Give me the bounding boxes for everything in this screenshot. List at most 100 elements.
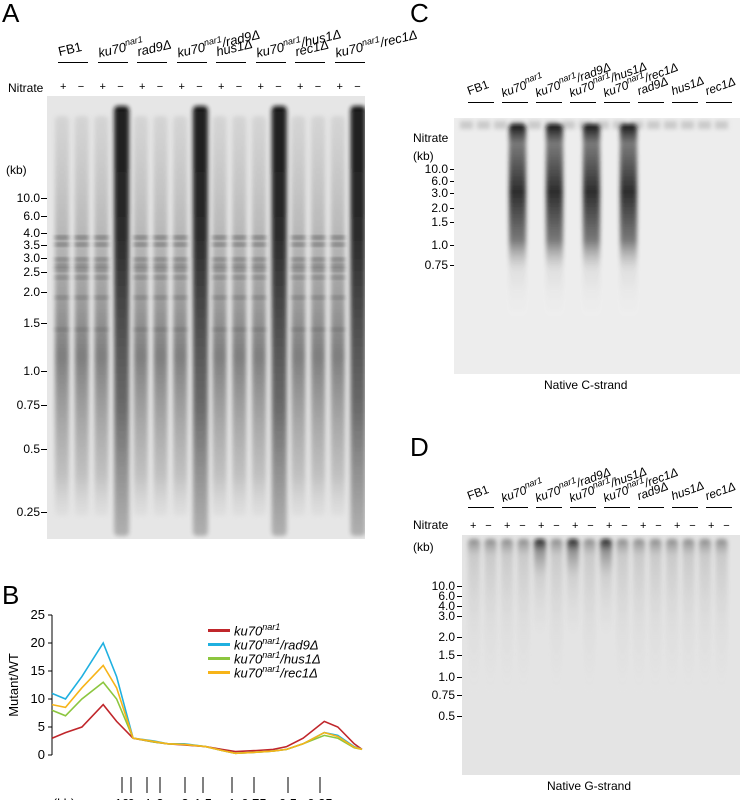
gel-well <box>715 121 728 129</box>
nitrate-plus: + <box>674 520 681 532</box>
y-tick-label: 0 <box>38 747 45 762</box>
gel-band <box>133 276 148 279</box>
size-marker-tick <box>41 245 47 246</box>
nitrate-plus: + <box>218 81 225 93</box>
size-marker-tick <box>457 637 462 638</box>
gel-lane <box>633 539 645 705</box>
nitrate-minus: − <box>723 520 730 532</box>
nitrate-minus: − <box>354 81 361 93</box>
gel-lane <box>600 539 612 645</box>
size-marker-label: 1.0 <box>431 238 448 252</box>
gel-band <box>153 264 168 267</box>
gel-band <box>55 264 69 267</box>
size-marker-tick <box>457 695 462 696</box>
gel-band <box>330 264 345 267</box>
y-tick-label: 10 <box>31 691 45 706</box>
y-tick-label: 25 <box>31 607 45 622</box>
gel-band <box>55 328 69 331</box>
gel-lane <box>94 116 109 516</box>
size-marker-tick <box>457 655 462 656</box>
size-marker-tick <box>457 616 462 617</box>
gel-well <box>562 121 575 129</box>
nitrate-minus: − <box>485 520 492 532</box>
legend-entry: ku70nar1/rec1Δ <box>234 664 318 681</box>
y-tick-label: 15 <box>31 663 45 678</box>
gel-band <box>153 243 168 246</box>
gel-lane <box>682 539 695 705</box>
lane-label: hus1Δ <box>669 73 707 98</box>
gel-band <box>330 268 345 271</box>
size-marker-label: 0.25 <box>16 505 40 519</box>
gel-lane <box>567 539 579 645</box>
size-marker-label: 2.0 <box>438 630 455 644</box>
gel-band <box>212 328 227 331</box>
panel-d-nitrate-label: Nitrate <box>413 518 449 532</box>
lane-label: rec1Δ <box>703 479 738 503</box>
gel-band <box>232 276 247 279</box>
gel-well <box>613 121 626 129</box>
panel-c-gel-image <box>454 118 740 374</box>
gel-band <box>173 258 188 261</box>
nitrate-plus: + <box>572 520 579 532</box>
lane-group-line <box>570 507 596 508</box>
gel-band <box>232 264 247 267</box>
gel-band <box>55 268 69 271</box>
lane-group-line <box>536 102 562 103</box>
gel-band <box>173 264 188 267</box>
gel-lane <box>715 539 728 705</box>
lane-group-line <box>536 507 562 508</box>
gel-band <box>94 296 109 299</box>
gel-well <box>477 121 490 129</box>
x-tick-label: 4 <box>143 796 150 800</box>
gel-band <box>153 258 168 261</box>
gel-well <box>630 121 643 129</box>
gel-band <box>74 258 89 261</box>
gel-lane <box>546 124 563 318</box>
nitrate-plus: + <box>297 81 304 93</box>
size-marker-label: 0.5 <box>438 709 455 723</box>
x-axis-unit: (kb) <box>53 796 75 800</box>
gel-lane <box>501 539 513 705</box>
nitrate-plus: + <box>60 81 67 93</box>
gel-lane <box>649 539 662 705</box>
panel-c-letter: C <box>410 0 429 28</box>
gel-band <box>94 268 109 271</box>
gel-band <box>133 268 148 271</box>
gel-band <box>133 258 148 261</box>
gel-band <box>291 296 306 299</box>
gel-band <box>252 328 266 331</box>
lane-group-line <box>638 102 664 103</box>
series-line <box>51 664 363 755</box>
size-marker-label: 10.0 <box>16 191 40 205</box>
gel-band <box>94 276 109 279</box>
nitrate-plus: + <box>606 520 613 532</box>
size-marker-label: 1.0 <box>438 670 455 684</box>
x-tick-label: 0.25 <box>307 796 332 800</box>
gel-lane <box>173 116 188 516</box>
lane-group-line <box>295 62 325 63</box>
panel-c-caption: Native C-strand <box>544 378 628 392</box>
gel-band <box>330 296 345 299</box>
gel-band <box>55 243 69 246</box>
gel-band <box>212 268 227 271</box>
lane-label: rec1Δ <box>703 74 738 98</box>
gel-band <box>212 236 227 239</box>
gel-band <box>330 243 345 246</box>
gel-lane <box>55 116 69 516</box>
size-marker-tick <box>457 677 462 678</box>
gel-band <box>330 276 345 279</box>
gel-band <box>311 236 326 239</box>
gel-band <box>173 243 188 246</box>
size-marker-label: 4.0 <box>23 226 40 240</box>
lane-group-line <box>334 62 365 63</box>
size-marker-tick <box>41 512 47 513</box>
lane-group-line <box>570 102 596 103</box>
gel-band <box>153 268 168 271</box>
gel-lane <box>534 539 546 645</box>
gel-band <box>94 258 109 261</box>
panel-b-letter: B <box>2 580 20 610</box>
size-marker-label: 0.5 <box>23 442 40 456</box>
gel-band <box>153 236 168 239</box>
size-marker-tick <box>457 596 462 597</box>
gel-lane <box>484 539 497 705</box>
